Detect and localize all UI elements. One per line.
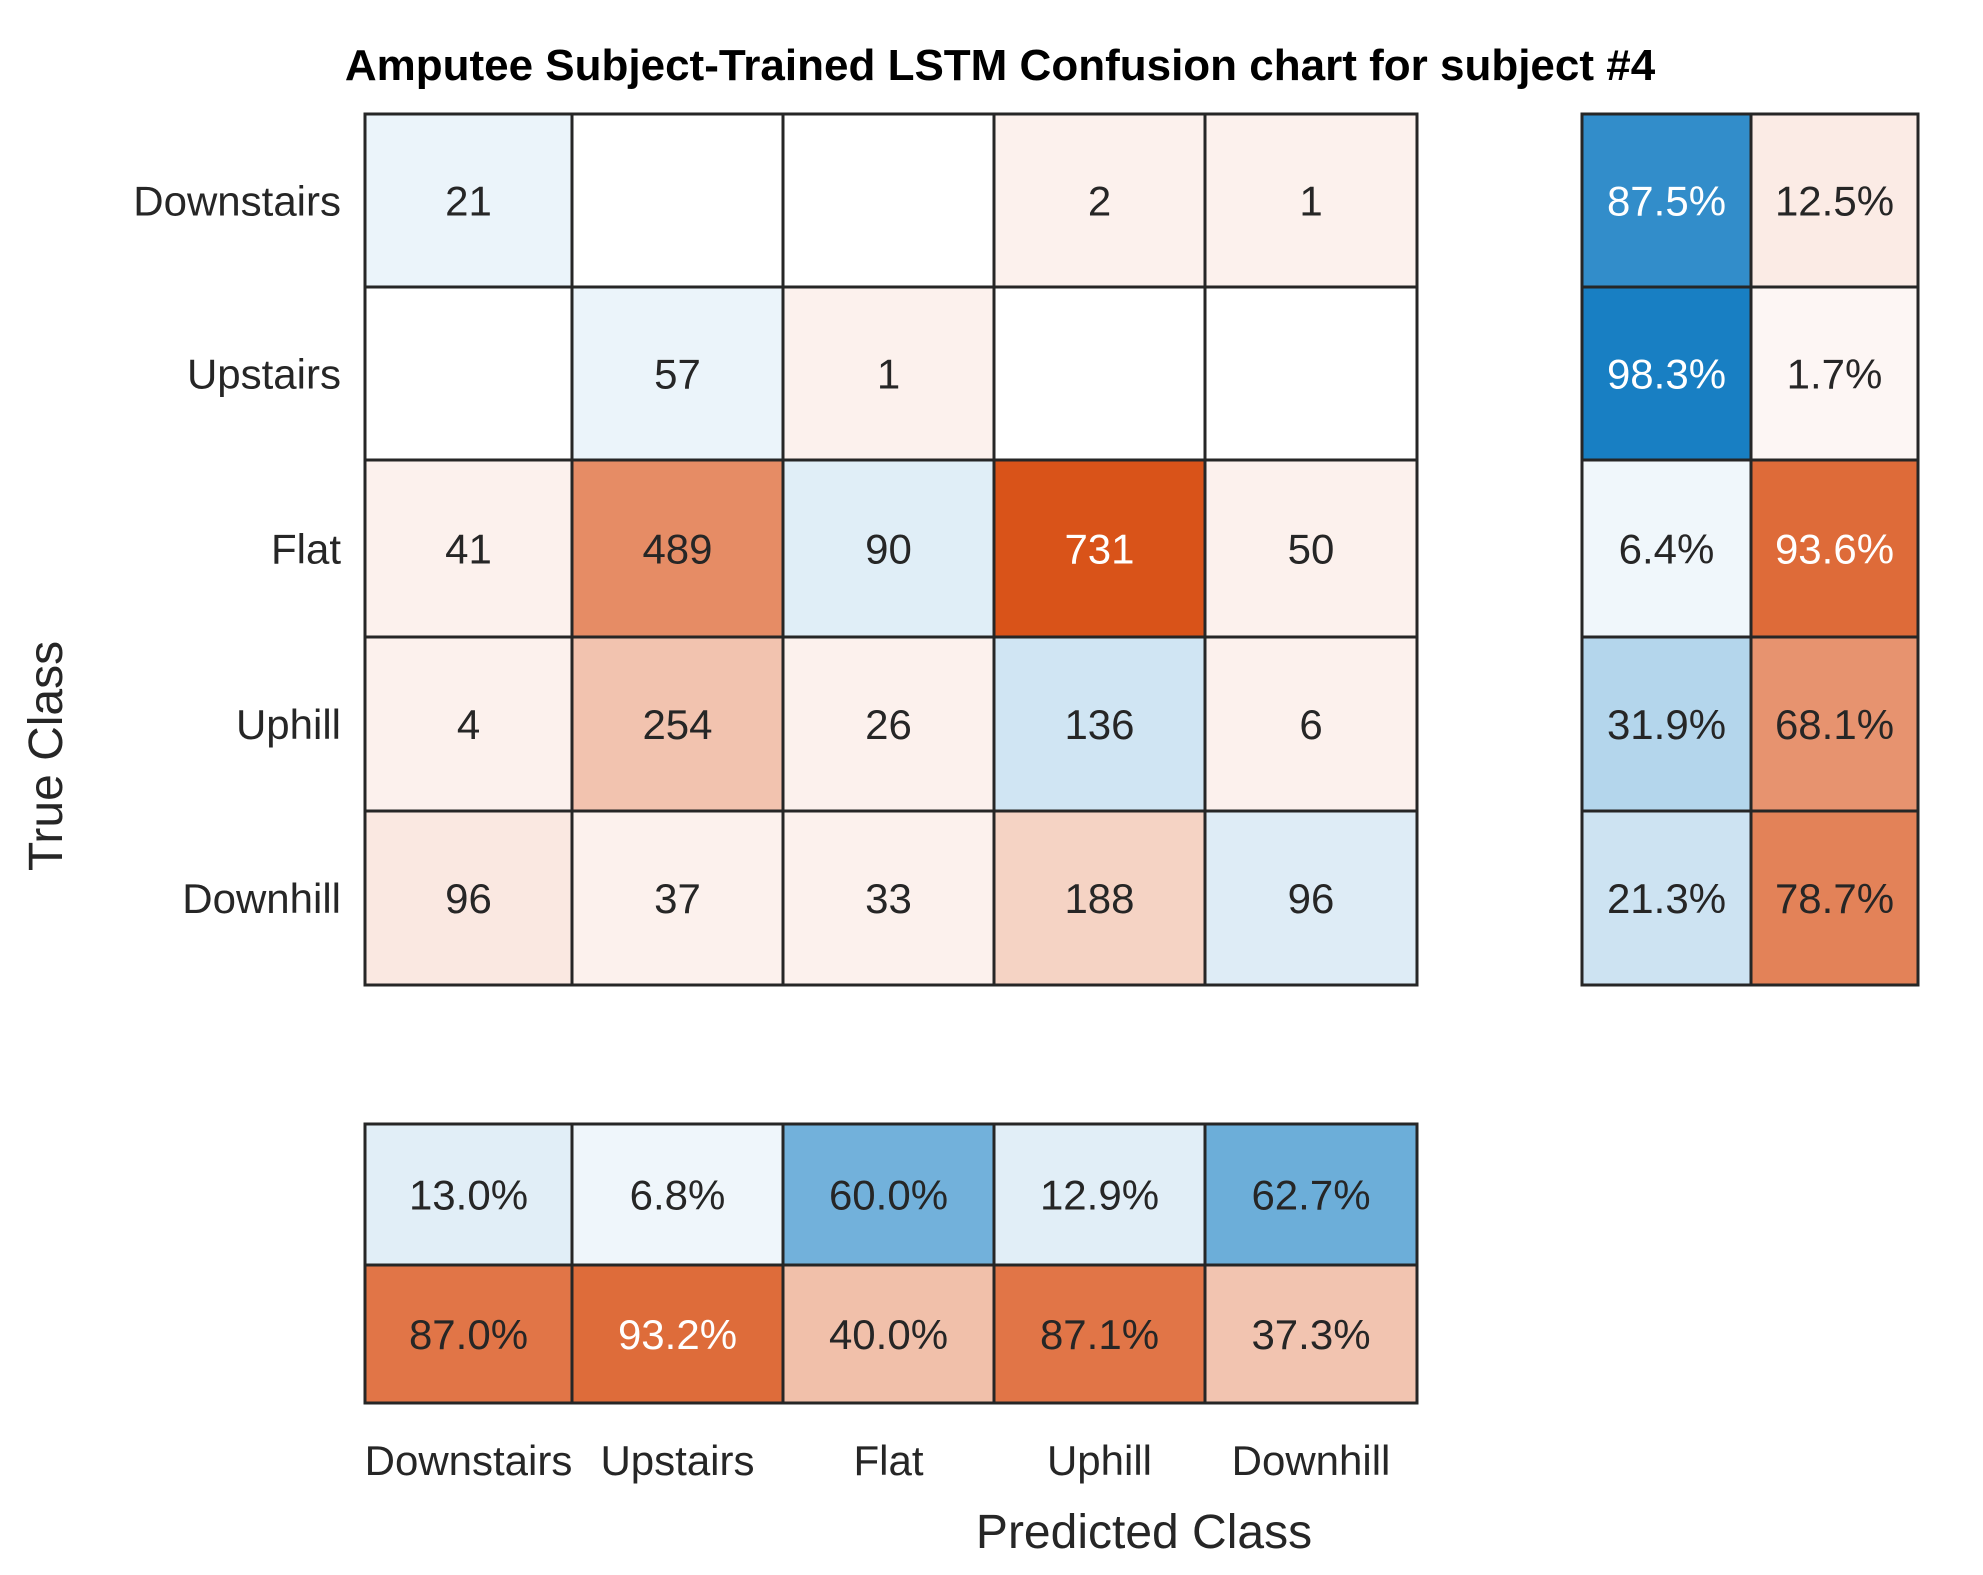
- column-summary-cell-label: 87.0%: [409, 1311, 528, 1358]
- matrix-cell-label: 50: [1288, 526, 1335, 573]
- matrix-cell-label: 136: [1064, 701, 1134, 748]
- matrix-cell: [363, 458, 574, 639]
- column-summary-cell-label: 87.1%: [1040, 1311, 1159, 1358]
- matrix-cell-label: 21: [445, 178, 492, 225]
- matrix-cell: [992, 809, 1207, 987]
- column-summary-cell-label: 12.9%: [1040, 1172, 1159, 1219]
- matrix-cell: [363, 809, 574, 987]
- row-summary-cell-label: 1.7%: [1787, 351, 1883, 398]
- row-summary-cell: [1749, 458, 1920, 639]
- row-summary-cell: [1749, 809, 1920, 987]
- x-axis-label: Predicted Class: [976, 1506, 1312, 1559]
- x-tick-label: Downstairs: [365, 1437, 573, 1484]
- row-summary-cell: [1580, 112, 1753, 289]
- row-summary-cell-label: 98.3%: [1607, 351, 1726, 398]
- row-summary-cell-label: 78.7%: [1775, 875, 1894, 922]
- row-summary-cell-label: 93.6%: [1775, 526, 1894, 573]
- matrix-cell-label: 96: [1288, 875, 1335, 922]
- matrix-cell-label: 26: [865, 701, 912, 748]
- matrix-cell-label: 6: [1299, 701, 1322, 748]
- row-summary-cell-label: 68.1%: [1775, 701, 1894, 748]
- matrix-cell: [992, 285, 1207, 462]
- row-summary-cell: [1749, 112, 1920, 289]
- row-summary-cell-label: 6.4%: [1619, 526, 1715, 573]
- matrix-cell: [363, 112, 574, 289]
- x-tick-labels: Downstairs Upstairs Flat Uphill Downhill: [365, 1437, 1391, 1484]
- matrix-cell: [570, 809, 785, 987]
- x-tick-label: Upstairs: [600, 1437, 754, 1484]
- column-summary: 13.0% 6.8% 60.0% 12.9% 62.7% 87.0% 93.2% 40.0% 8…: [363, 1122, 1419, 1405]
- row-summary-cell-label: 12.5%: [1775, 178, 1894, 225]
- column-summary-cell-label: 6.8%: [630, 1172, 726, 1219]
- row-summary-cell: [1580, 458, 1753, 639]
- matrix-cell: [781, 809, 996, 987]
- confusion-matrix: 21 2 157 141 489 90 731 504 254 26 136 696 37 33 188 96: [363, 112, 1419, 987]
- x-tick-label: Downhill: [1232, 1437, 1391, 1484]
- matrix-cell: [570, 635, 785, 813]
- matrix-cell-label: 188: [1064, 875, 1134, 922]
- matrix-cell-label: 1: [877, 351, 900, 398]
- matrix-cell-label: 37: [654, 875, 701, 922]
- y-tick-label: Flat: [271, 526, 341, 573]
- y-tick-label: Downhill: [182, 875, 341, 922]
- matrix-cell-label: 41: [445, 526, 492, 573]
- row-summary: 87.5% 12.5% 98.3% 1.7% 6.4% 93.6% 31.9% 68.1% 21…: [1580, 112, 1920, 987]
- matrix-cell-label: 2: [1088, 178, 1111, 225]
- matrix-cell-label: 4: [457, 701, 480, 748]
- row-summary-cell: [1749, 285, 1920, 462]
- row-summary-cell-label: 87.5%: [1607, 178, 1726, 225]
- column-summary-cell-label: 37.3%: [1251, 1311, 1370, 1358]
- row-summary-cell: [1580, 285, 1753, 462]
- matrix-cell: [992, 635, 1207, 813]
- column-summary-cell-label: 93.2%: [618, 1311, 737, 1358]
- matrix-cell: [570, 112, 785, 289]
- matrix-cell: [1203, 458, 1419, 639]
- y-tick-labels: Downstairs Upstairs Flat Uphill Downhill: [133, 178, 341, 923]
- row-summary-cell: [1580, 635, 1753, 813]
- column-summary-cell: [570, 1263, 785, 1405]
- matrix-cell: [781, 458, 996, 639]
- matrix-cell: [992, 112, 1207, 289]
- column-summary-cell: [992, 1263, 1207, 1405]
- column-summary-cell: [1203, 1263, 1419, 1405]
- matrix-cell-label: 254: [642, 701, 712, 748]
- matrix-cell-label: 731: [1064, 526, 1134, 573]
- matrix-cell-label: 96: [445, 875, 492, 922]
- y-tick-label: Upstairs: [187, 351, 341, 398]
- matrix-cell: [1203, 112, 1419, 289]
- column-summary-cell-label: 40.0%: [829, 1311, 948, 1358]
- y-tick-label: Downstairs: [133, 178, 341, 225]
- matrix-cell-label: 489: [642, 526, 712, 573]
- column-summary-cell: [781, 1263, 996, 1405]
- row-summary-cell: [1580, 809, 1753, 987]
- chart-title: Amputee Subject-Trained LSTM Confusion c…: [345, 41, 1656, 90]
- column-summary-cell-label: 62.7%: [1251, 1172, 1370, 1219]
- column-summary-cell: [363, 1122, 574, 1267]
- matrix-cell: [781, 112, 996, 289]
- matrix-cell-label: 90: [865, 526, 912, 573]
- matrix-cell: [1203, 285, 1419, 462]
- row-summary-cell: [1749, 635, 1920, 813]
- matrix-cell: [363, 285, 574, 462]
- matrix-cell: [570, 285, 785, 462]
- matrix-cell-label: 33: [865, 875, 912, 922]
- column-summary-cell: [363, 1263, 574, 1405]
- x-tick-label: Uphill: [1047, 1437, 1152, 1484]
- row-summary-cell-label: 21.3%: [1607, 875, 1726, 922]
- matrix-cell-label: 1: [1299, 178, 1322, 225]
- row-summary-cell-label: 31.9%: [1607, 701, 1726, 748]
- column-summary-cell-label: 13.0%: [409, 1172, 528, 1219]
- y-axis-label: True Class: [20, 641, 73, 871]
- matrix-cell-label: 57: [654, 351, 701, 398]
- x-tick-label: Flat: [853, 1437, 923, 1484]
- y-tick-label: Uphill: [236, 701, 341, 748]
- column-summary-cell-label: 60.0%: [829, 1172, 948, 1219]
- matrix-cell: [1203, 809, 1419, 987]
